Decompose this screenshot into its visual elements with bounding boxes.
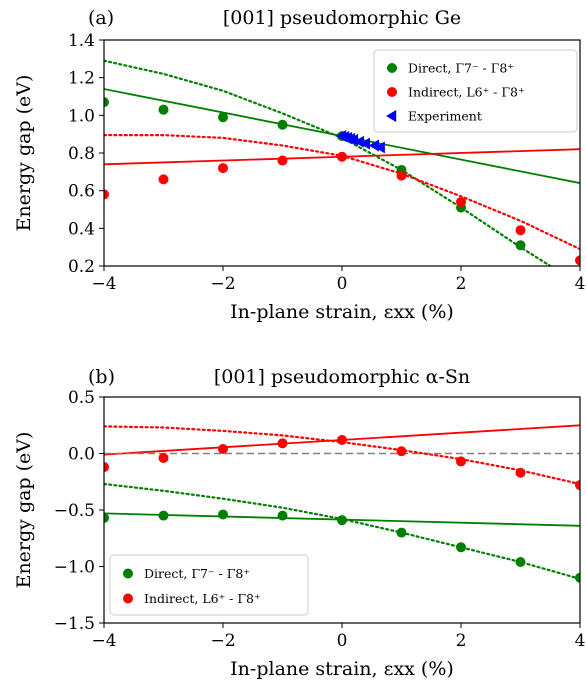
experiment-point — [353, 135, 365, 148]
y-tick-label: 0.4 — [68, 219, 95, 239]
y-axis-label: Energy gap (eV) — [13, 75, 35, 232]
y-tick-label: 0.6 — [68, 182, 95, 202]
data-point — [396, 527, 407, 538]
data-point — [277, 510, 288, 521]
data-point — [456, 196, 466, 207]
data-point — [515, 556, 526, 567]
data-point — [158, 174, 169, 185]
data-point — [515, 240, 526, 251]
data-point — [456, 542, 466, 553]
x-tick-label: 2 — [456, 631, 467, 651]
data-point — [575, 572, 580, 583]
experiment-point — [347, 133, 359, 146]
data-point — [218, 443, 228, 454]
x-tick-label: −4 — [91, 631, 116, 651]
legend-entry: Experiment — [408, 109, 482, 124]
data-point — [396, 446, 407, 457]
legend-marker — [387, 87, 397, 97]
data-point — [158, 510, 169, 521]
data-point — [277, 119, 288, 130]
data-point — [396, 170, 407, 181]
chart-title: [001] pseudomorphic α-Sn — [214, 366, 470, 388]
experiment-point — [374, 141, 385, 154]
chart-title: [001] pseudomorphic Ge — [223, 7, 461, 29]
chart-panel-b: −4 −2 0 2 4 −1.5 −1.0 −0.5 0.0 0.5 In-plane strain… — [13, 366, 585, 680]
legend-box — [109, 554, 309, 616]
data-point — [277, 438, 288, 449]
y-tick-label: 1.4 — [68, 31, 95, 51]
data-point — [277, 155, 288, 166]
data-point — [515, 467, 526, 478]
x-tick-label: −4 — [91, 274, 116, 294]
x-axis-label: In-plane strain, εxx (%) — [230, 658, 454, 680]
experiment-point — [368, 139, 379, 152]
data-point — [158, 104, 169, 115]
legend-entry: Direct, Γ7⁻ - Γ8⁺ — [144, 566, 250, 581]
panel-label: (a) — [88, 7, 114, 29]
data-point — [515, 225, 526, 236]
legend: Direct, Γ7⁻ - Γ8⁺ Indirect, L6⁺ - Γ8⁺ Expe… — [373, 49, 578, 133]
x-tick-label: 0 — [337, 274, 348, 294]
x-tick-label: 4 — [575, 631, 586, 651]
legend-marker — [123, 568, 133, 579]
data-point — [218, 112, 228, 123]
x-axis-label: In-plane strain, εxx (%) — [230, 301, 454, 323]
legend-entry: Direct, Γ7⁻ - Γ8⁺ — [408, 61, 514, 76]
x-tick-label: 2 — [456, 274, 467, 294]
legend-entry: Indirect, L6⁺ - Γ8⁺ — [408, 85, 525, 100]
x-tick-label: 0 — [337, 631, 348, 651]
y-tick-label: 0.0 — [68, 445, 95, 465]
data-point — [575, 480, 580, 491]
x-tick-label: −2 — [210, 631, 235, 651]
legend-marker — [387, 63, 397, 73]
legend: Direct, Γ7⁻ - Γ8⁺ Indirect, L6⁺ - Γ8⁺ — [109, 554, 309, 616]
data-point — [337, 515, 347, 526]
chart-panel-a: −4 −2 0 2 4 0.2 0.4 0.6 0.8 1.0 1.2 1.4 In-plane str… — [13, 7, 585, 323]
data-point — [158, 453, 169, 464]
legend-entry: Indirect, L6⁺ - Γ8⁺ — [144, 591, 261, 606]
y-tick-label: −1.0 — [54, 558, 95, 578]
data-point — [218, 163, 228, 174]
data-point — [104, 189, 109, 200]
data-point — [218, 509, 228, 520]
experiment-point — [359, 137, 370, 150]
legend-box — [373, 49, 578, 133]
y-tick-label: 0.5 — [68, 388, 95, 408]
data-point — [575, 255, 580, 266]
data-point — [104, 512, 109, 523]
data-point — [104, 462, 109, 473]
x-tick-label: −2 — [210, 274, 235, 294]
y-tick-label: 1.2 — [68, 69, 95, 89]
y-axis-label: Energy gap (eV) — [13, 432, 35, 589]
data-point — [104, 97, 109, 108]
legend-marker — [386, 110, 397, 122]
x-tick-label: 4 — [575, 274, 586, 294]
y-tick-label: 1.0 — [68, 106, 95, 126]
data-point — [337, 434, 347, 445]
data-markers — [104, 434, 580, 583]
y-tick-label: 0.8 — [68, 144, 95, 164]
y-tick-label: −1.5 — [54, 614, 95, 634]
y-tick-label: −0.5 — [54, 501, 95, 521]
legend-marker — [123, 593, 133, 604]
data-point — [337, 151, 347, 162]
data-markers — [104, 97, 580, 266]
panel-label: (b) — [88, 366, 115, 388]
y-tick-label: 0.2 — [68, 257, 95, 277]
data-point — [456, 456, 466, 467]
